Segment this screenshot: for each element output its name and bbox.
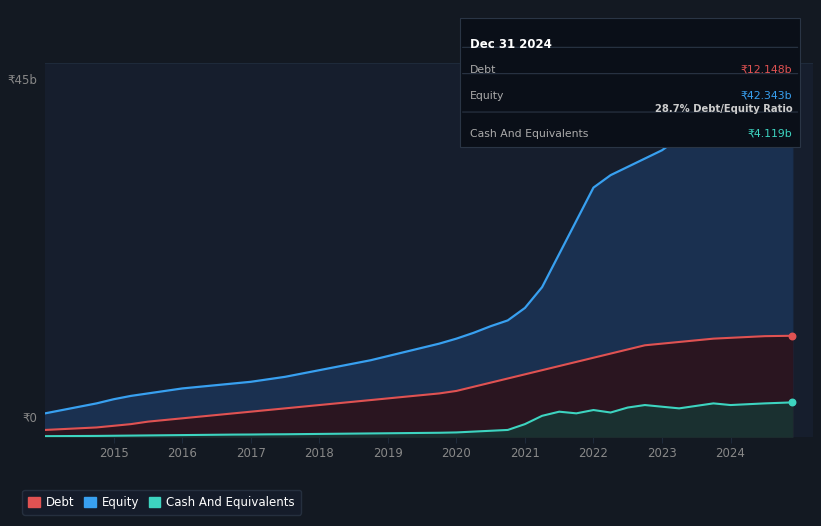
Text: Dec 31 2024: Dec 31 2024 (470, 38, 552, 52)
Text: ₹45b: ₹45b (7, 74, 38, 87)
Text: ₹0: ₹0 (23, 412, 38, 426)
Point (786, 398, 799, 407)
Point (786, 81, 799, 89)
Text: Equity: Equity (470, 91, 504, 101)
Legend: Debt, Equity, Cash And Equivalents: Debt, Equity, Cash And Equivalents (22, 490, 300, 515)
Text: ₹12.148b: ₹12.148b (741, 65, 792, 75)
Point (786, 331, 799, 340)
Text: Debt: Debt (470, 65, 496, 75)
Text: ₹42.343b: ₹42.343b (741, 91, 792, 101)
Text: Cash And Equivalents: Cash And Equivalents (470, 129, 588, 139)
Text: ₹4.119b: ₹4.119b (747, 129, 792, 139)
Text: 28.7% Debt/Equity Ratio: 28.7% Debt/Equity Ratio (654, 104, 792, 114)
